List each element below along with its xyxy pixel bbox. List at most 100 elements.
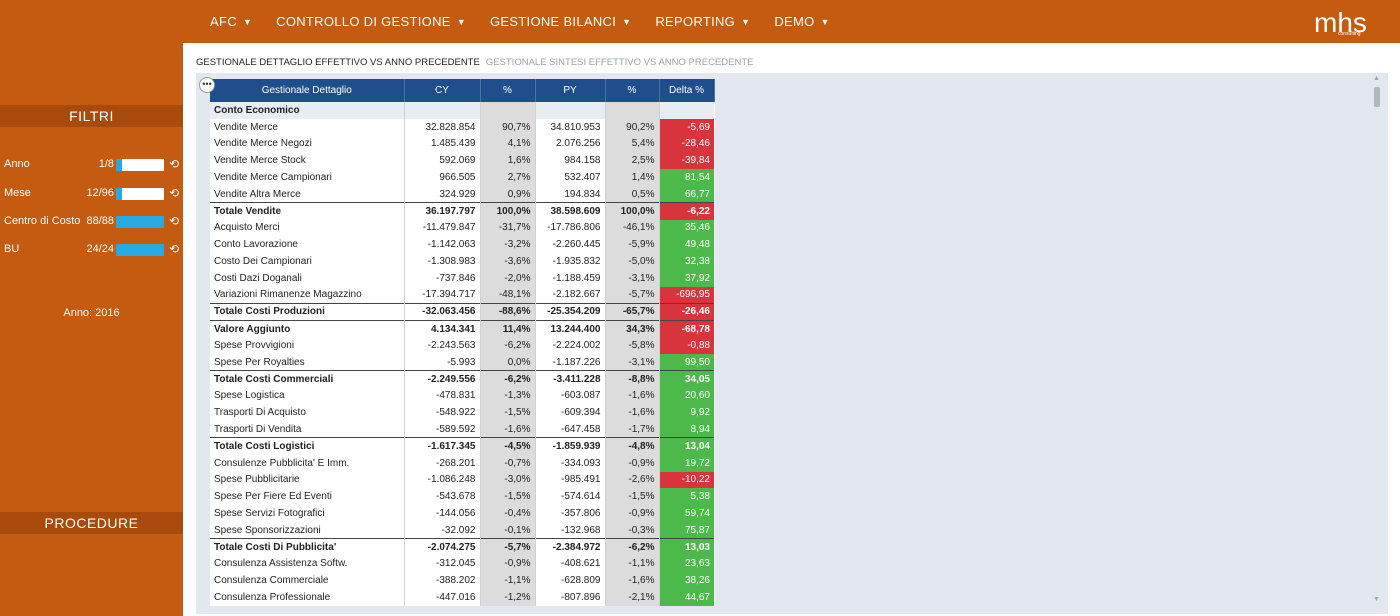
tab-gestionale-dettaglio[interactable]: GESTIONALE DETTAGLIO EFFETTIVO VS ANNO P…: [196, 57, 480, 68]
more-options-icon[interactable]: •••: [199, 77, 215, 93]
table-row[interactable]: Spese Servizi Fotografici -144.056 -0,4% -3…: [210, 505, 714, 522]
cy-value: -548.922: [404, 404, 481, 422]
table-row[interactable]: Variazioni Rimanenze Magazzino -17.394.71…: [210, 286, 714, 304]
reset-icon[interactable]: ⟲: [169, 186, 180, 200]
caret-down-icon: ▼: [242, 16, 253, 27]
tab-gestionale-sintesi[interactable]: GESTIONALE SINTESI EFFETTIVO VS ANNO PRE…: [485, 57, 754, 68]
filter-name: BU: [4, 243, 20, 255]
sidebar: FILTRI Anno 1/8 ⟲ Mese 12/96 ⟲ Centro di…: [0, 43, 183, 616]
table-row[interactable]: Consulenza Professionale -447.016 -1,2% -80…: [210, 589, 714, 606]
table-body: Conto Economico Vendite Merce 32.828.854 90…: [210, 102, 714, 606]
scroll-up-icon[interactable]: ▲: [1373, 75, 1380, 82]
table-row[interactable]: Vendite Merce Negozi 1.485.439 4,1% 2.076.2…: [210, 135, 714, 153]
py-value: 2.076.256: [535, 135, 606, 153]
nav-gestione-bilanci[interactable]: GESTIONE BILANCI ▼: [490, 14, 631, 29]
table-row[interactable]: Vendite Merce Campionari 966.505 2,7% 532.4…: [210, 169, 714, 186]
reset-icon[interactable]: ⟲: [169, 242, 180, 256]
row-label: Costo Dei Campionari: [210, 253, 405, 270]
py-percent: -3,1%: [605, 269, 660, 287]
py-value: -1.188.459: [535, 269, 606, 287]
cy-percent: -3,6%: [480, 253, 536, 270]
table-total-row[interactable]: Valore Aggiunto 4.134.341 11,4% 13.244.400 3…: [210, 319, 714, 338]
cy-percent: -6,2%: [480, 370, 536, 388]
filter-centro-di-costo[interactable]: Centro di Costo 88/88 ⟲: [0, 213, 183, 231]
cy-percent: -3,0%: [480, 471, 536, 489]
delta-percent: 19,72: [659, 454, 714, 472]
delta-percent: 8,94: [659, 421, 714, 438]
row-label: Valore Aggiunto: [210, 319, 405, 338]
py-percent: -3,1%: [605, 353, 660, 371]
nav-afc[interactable]: AFC ▼: [210, 14, 252, 29]
table-row[interactable]: Vendite Altra Merce 324.929 0,9% 194.834 0,5…: [210, 185, 714, 203]
table-row[interactable]: Spese Per Royalties -5.993 0,0% -1.187.226-…: [210, 353, 714, 371]
filtri-header: FILTRI: [0, 105, 183, 127]
cy-percent: 0,9%: [480, 185, 536, 203]
column-header[interactable]: Delta %: [659, 79, 715, 102]
table-row[interactable]: Spese Sponsorizzazioni -32.092 -0,1% -132.9…: [210, 521, 714, 539]
delta-percent: 44,67: [659, 589, 714, 606]
nav-reporting[interactable]: REPORTING ▼: [655, 14, 750, 29]
filter-bar: [116, 188, 164, 200]
py-value: -2.224.002: [535, 337, 606, 354]
delta-percent: -39,84: [659, 152, 714, 170]
table-row[interactable]: Consulenze Pubblicita' E Imm. -268.201 -0,…: [210, 454, 714, 472]
nav-controllo-di-gestione[interactable]: CONTROLLO DI GESTIONE ▼: [276, 14, 466, 29]
column-header[interactable]: Gestionale Dettaglio: [210, 79, 405, 102]
mhs-logo: mhs consulting: [1314, 7, 1367, 38]
table-row[interactable]: Spese Logistica -478.831 -1,3% -603.087 -1,6…: [210, 387, 714, 405]
py-percent: -1,7%: [605, 421, 660, 438]
table-row[interactable]: Conto Lavorazione -1.142.063 -3,2% -2.260.4…: [210, 236, 714, 254]
row-label: Trasporti Di Vendita: [210, 421, 405, 438]
reset-icon[interactable]: ⟲: [169, 157, 180, 171]
py-value: -603.087: [535, 387, 606, 405]
vertical-scrollbar[interactable]: ▲ ▼: [1373, 75, 1380, 603]
reset-icon[interactable]: ⟲: [169, 214, 180, 228]
filter-bu[interactable]: BU 24/24 ⟲: [0, 241, 183, 259]
table-row[interactable]: Vendite Merce Stock 592.069 1,6% 984.158 2,5…: [210, 152, 714, 170]
table-total-row[interactable]: Totale Costi Produzioni -32.063.456 -88,6%…: [210, 303, 714, 321]
nav-demo[interactable]: DEMO ▼: [774, 14, 829, 29]
cy-value: [404, 102, 481, 119]
row-label: Spese Servizi Fotografici: [210, 505, 405, 522]
table-row[interactable]: Trasporti Di Vendita -589.592 -1,6% -647.45…: [210, 421, 714, 438]
filter-name: Anno: [4, 158, 30, 170]
row-label: Consulenze Pubblicita' E Imm.: [210, 454, 405, 472]
table-row[interactable]: Costi Dazi Doganali -737.846 -2,0% -1.188.4…: [210, 269, 714, 287]
column-header[interactable]: %: [480, 79, 536, 102]
cy-value: 966.505: [404, 169, 481, 186]
table-row[interactable]: Consulenza Commerciale -388.202 -1,1% -628.…: [210, 572, 714, 590]
column-header[interactable]: PY: [535, 79, 606, 102]
table-row[interactable]: Acquisto Merci -11.479.847 -31,7% -17.786.8…: [210, 219, 714, 237]
cy-value: 32.828.854: [404, 118, 481, 136]
nav-label: AFC: [210, 14, 237, 29]
logo-sub-text: consulting: [1338, 31, 1361, 37]
table-row[interactable]: Trasporti Di Acquisto -548.922 -1,5% -609.3…: [210, 404, 714, 422]
table-total-row[interactable]: Totale Costi Commerciali -2.249.556 -6,2% -…: [210, 370, 714, 388]
cy-value: 592.069: [404, 152, 481, 170]
delta-percent: -28,46: [659, 135, 714, 153]
cy-value: -1.308.983: [404, 253, 481, 270]
table-section-row[interactable]: Conto Economico: [210, 102, 714, 119]
table-row[interactable]: Spese Provvigioni -2.243.563 -6,2% -2.224.0…: [210, 337, 714, 354]
procedure-header[interactable]: PROCEDURE: [0, 512, 183, 534]
py-percent: -5,8%: [605, 337, 660, 354]
table-total-row[interactable]: Totale Vendite 36.197.797 100,0% 38.598.609…: [210, 202, 714, 220]
table-row[interactable]: Spese Per Fiere Ed Eventi -543.678 -1,5% -5…: [210, 488, 714, 506]
logo-brand-text: mhs: [1314, 7, 1367, 38]
py-percent: 2,5%: [605, 152, 660, 170]
filter-mese[interactable]: Mese 12/96 ⟲: [0, 185, 183, 203]
scrollbar-thumb[interactable]: [1374, 87, 1380, 107]
table-total-row[interactable]: Totale Costi Logistici -1.617.345 -4,5% -1.…: [210, 437, 714, 455]
scroll-down-icon[interactable]: ▼: [1373, 596, 1380, 603]
column-header[interactable]: CY: [404, 79, 481, 102]
py-percent: -4,8%: [605, 437, 660, 455]
column-header[interactable]: %: [605, 79, 660, 102]
cy-percent: 4,1%: [480, 135, 536, 153]
table-row[interactable]: Vendite Merce 32.828.854 90,7% 34.810.953 90…: [210, 118, 714, 136]
table-row[interactable]: Consulenza Assistenza Softw. -312.045 -0,9…: [210, 555, 714, 573]
table-row[interactable]: Costo Dei Campionari -1.308.983 -3,6% -1.93…: [210, 253, 714, 270]
filter-anno[interactable]: Anno 1/8 ⟲: [0, 156, 183, 174]
table-total-row[interactable]: Totale Costi Di Pubblicita' -2.074.275 -5,…: [210, 538, 714, 556]
table-row[interactable]: Spese Pubblicitarie -1.086.248 -3,0% -985.4…: [210, 471, 714, 489]
delta-percent: 13,04: [659, 437, 714, 455]
